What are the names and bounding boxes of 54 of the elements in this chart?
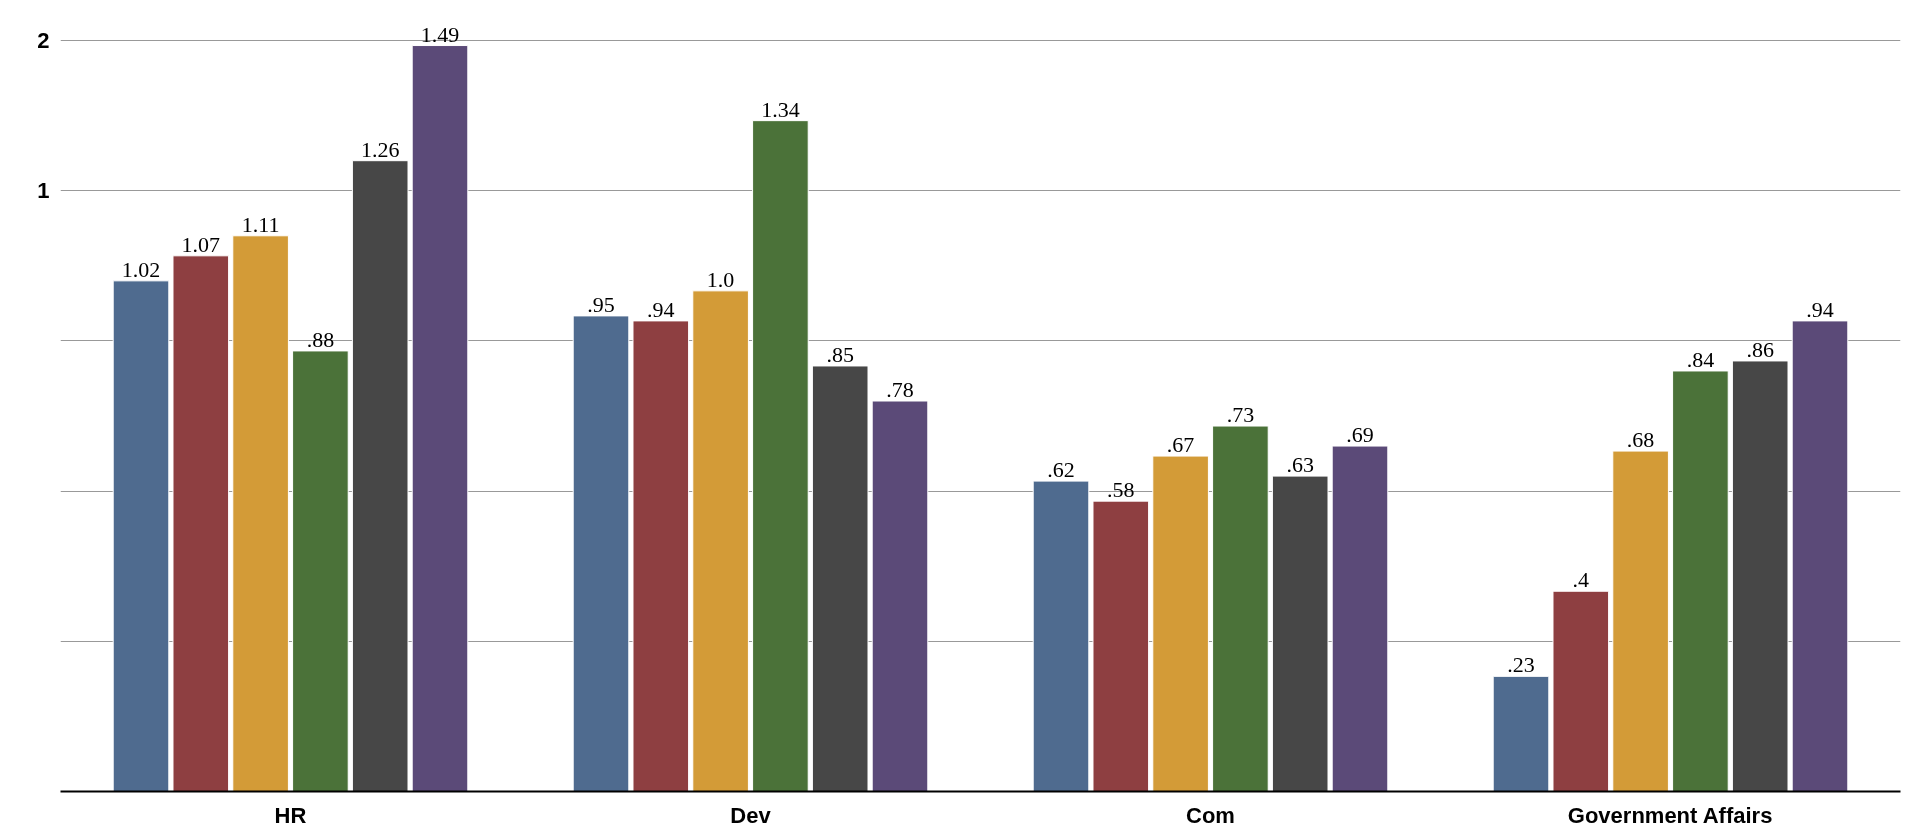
bar	[232, 235, 289, 792]
bar	[1492, 675, 1550, 792]
data-label: .62	[1047, 457, 1075, 483]
data-label: 1.26	[360, 136, 400, 162]
bar	[411, 45, 469, 792]
bar	[1271, 475, 1329, 792]
data-label: .94	[647, 296, 675, 322]
bar	[351, 160, 409, 792]
bar	[752, 120, 809, 792]
bar	[1791, 320, 1849, 792]
data-label: 1.0	[706, 266, 735, 292]
data-label: .69	[1346, 422, 1374, 448]
bar	[1212, 425, 1269, 792]
data-label: .78	[886, 377, 914, 402]
x-tick-label: Dev	[730, 802, 772, 828]
bar	[112, 280, 170, 792]
data-label: 1.07	[181, 231, 221, 257]
x-tick-label: Government Affairs	[1567, 802, 1773, 828]
data-label: .4	[1572, 567, 1590, 593]
data-label: .23	[1507, 652, 1535, 678]
data-label: 1.11	[241, 211, 280, 237]
data-label: .67	[1166, 432, 1195, 458]
bar	[1612, 450, 1669, 792]
data-label: 1.34	[761, 96, 800, 122]
y-tick-label: 1	[37, 178, 50, 204]
bar	[811, 365, 869, 792]
data-label: .85	[826, 341, 854, 367]
data-label: .95	[587, 291, 615, 317]
data-label: .84	[1686, 346, 1715, 372]
bar	[1552, 590, 1610, 792]
bar	[172, 255, 230, 792]
bar	[1331, 445, 1389, 792]
data-label: .88	[306, 326, 335, 352]
bar	[1092, 500, 1150, 792]
bar	[1152, 455, 1209, 792]
data-label: 1.49	[420, 21, 460, 47]
data-label: 1.02	[121, 256, 161, 282]
bar	[871, 400, 929, 792]
bar	[1731, 360, 1789, 792]
bar	[692, 290, 749, 792]
data-label: .58	[1107, 477, 1135, 503]
bar	[632, 320, 690, 792]
data-label: .94	[1806, 296, 1834, 322]
y-tick-label: 2	[37, 28, 50, 54]
bar	[1032, 480, 1090, 792]
data-label: .73	[1226, 402, 1255, 428]
x-tick-label: HR	[274, 802, 307, 828]
data-label: .68	[1626, 427, 1655, 453]
data-label: .63	[1286, 452, 1314, 478]
data-label: .86	[1746, 336, 1774, 362]
bar	[292, 350, 349, 792]
x-tick-label: Com	[1186, 802, 1235, 828]
bar	[572, 315, 630, 792]
bar	[1672, 370, 1729, 792]
